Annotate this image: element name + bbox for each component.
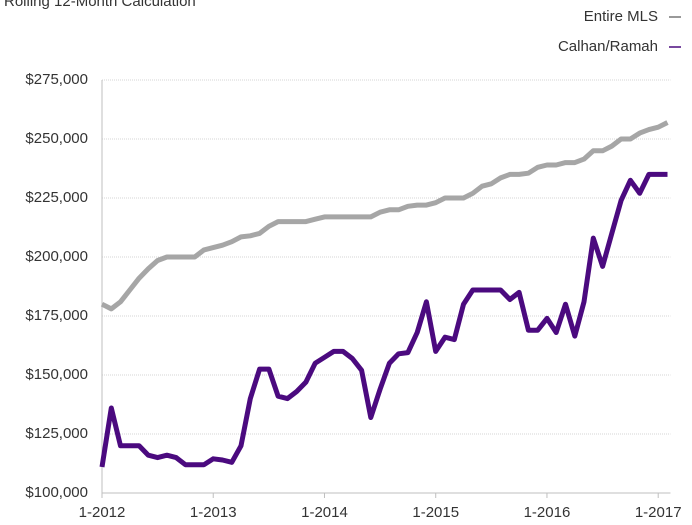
y-tick-label: $200,000 bbox=[25, 248, 88, 265]
x-tick-label: 1-2014 bbox=[301, 504, 348, 521]
y-tick-label: $150,000 bbox=[25, 366, 88, 383]
legend-label: Entire MLS bbox=[584, 8, 658, 25]
line-series bbox=[100, 120, 669, 312]
legend-label: Calhan/Ramah bbox=[558, 38, 658, 55]
y-tick-label: $100,000 bbox=[25, 484, 88, 501]
y-tick-label: $175,000 bbox=[25, 307, 88, 324]
line-series bbox=[99, 171, 668, 468]
y-tick-label: $275,000 bbox=[25, 71, 88, 88]
x-tick-label: 1-2012 bbox=[79, 504, 126, 521]
x-tick-label: 1-2016 bbox=[524, 504, 571, 521]
x-tick-label: 1-2017 bbox=[635, 504, 682, 521]
chart-title: Rolling 12-Month Calculation bbox=[4, 0, 196, 10]
x-tick-label: 1-2015 bbox=[412, 504, 459, 521]
x-tick-label: 1-2013 bbox=[190, 504, 237, 521]
y-tick-label: $125,000 bbox=[25, 425, 88, 442]
y-tick-label: $250,000 bbox=[25, 130, 88, 147]
y-tick-label: $225,000 bbox=[25, 189, 88, 206]
